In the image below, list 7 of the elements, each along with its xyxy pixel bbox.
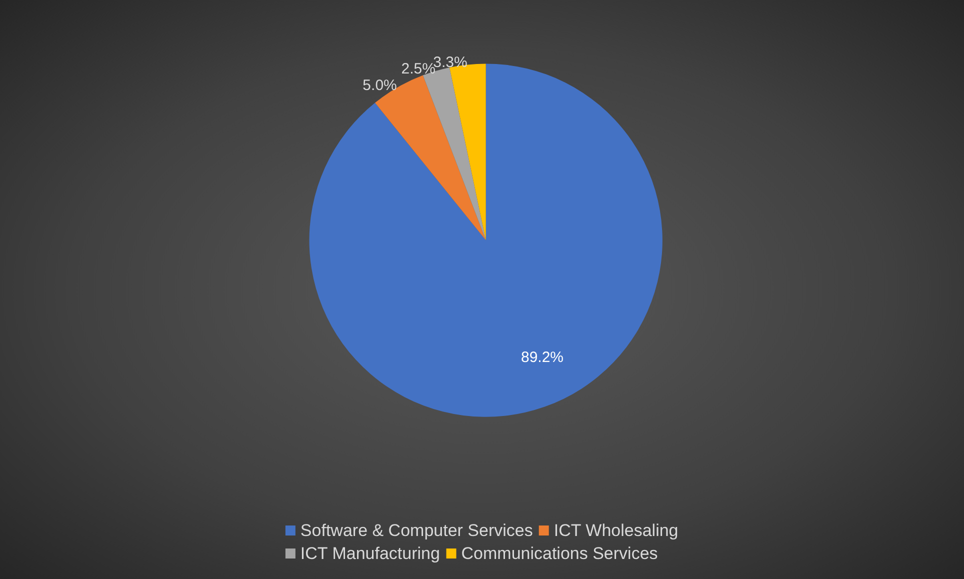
legend-label: ICT Manufacturing — [300, 544, 440, 563]
legend-label: Communications Services — [461, 544, 658, 563]
legend-label: Software & Computer Services — [300, 521, 533, 540]
legend-label: ICT Wholesaling — [554, 521, 678, 540]
data-label: 5.0% — [362, 76, 397, 94]
data-label: 2.5% — [401, 60, 436, 78]
data-label: 89.2% — [520, 348, 564, 366]
